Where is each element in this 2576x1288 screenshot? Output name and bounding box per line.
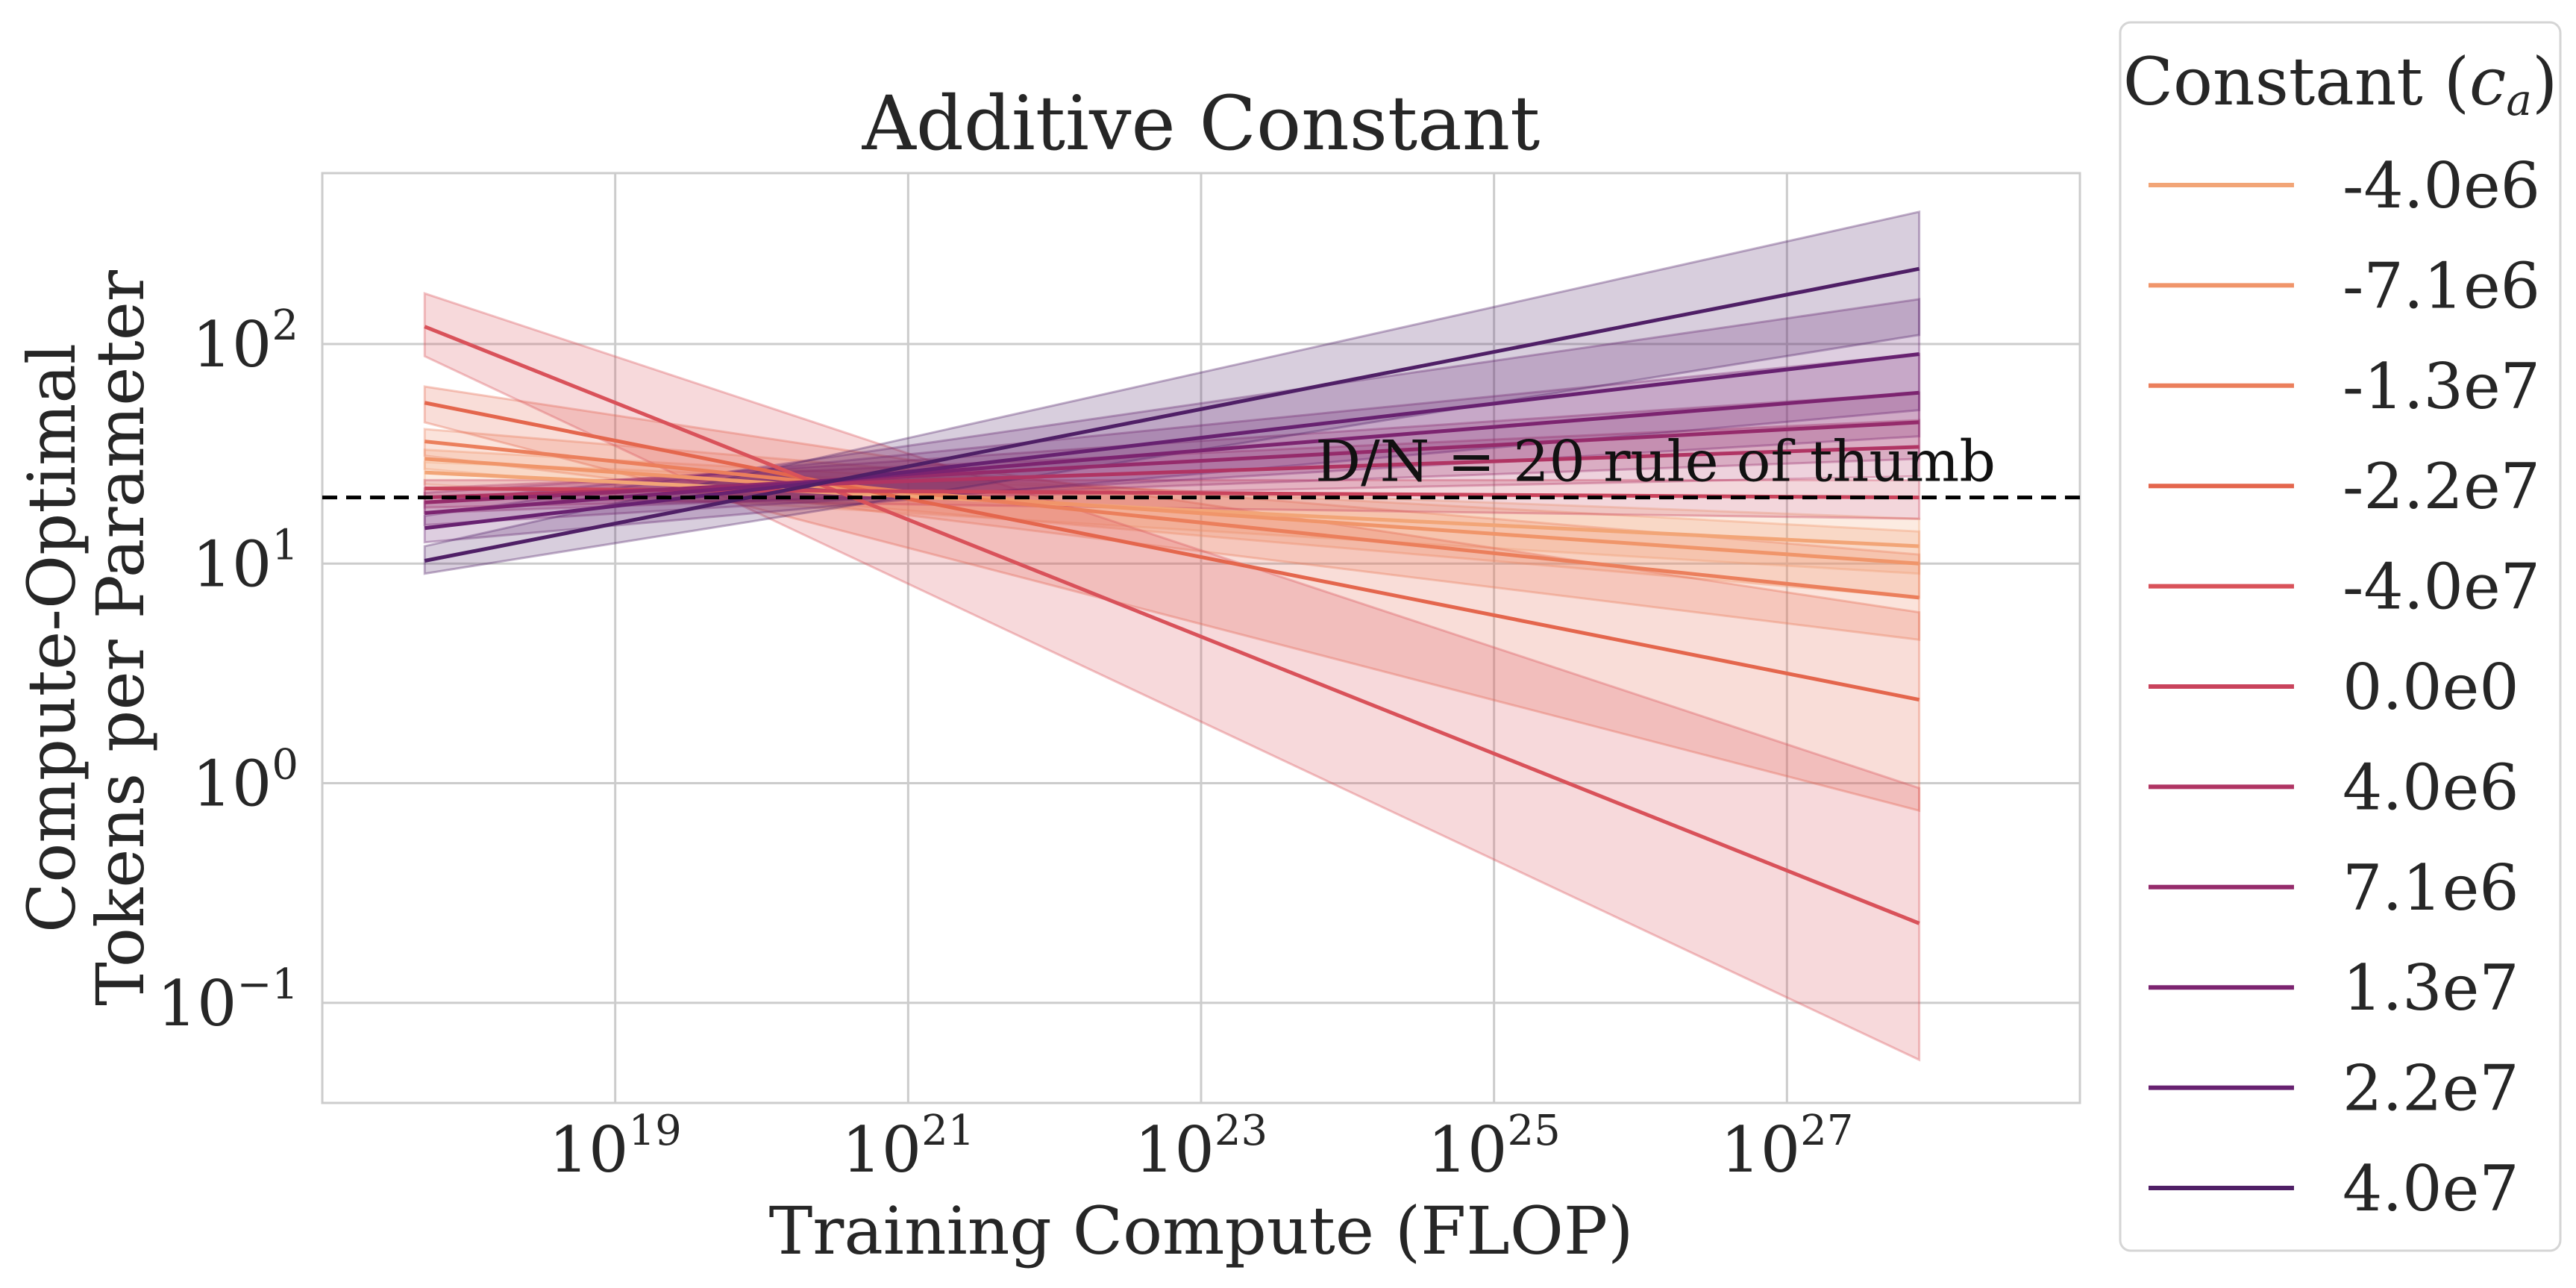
series-line--4.0e7 xyxy=(424,325,1920,925)
chart-title: Additive Constant xyxy=(862,80,1541,167)
y-tick-label-0: 10−1 xyxy=(157,960,298,1040)
legend-label-4.0e7: 4.0e7 xyxy=(2342,1152,2519,1225)
legend-label-1.3e7: 1.3e7 xyxy=(2342,951,2519,1025)
series-lines xyxy=(424,266,1920,925)
legend-title-var: c xyxy=(2469,43,2506,120)
y-tick-label-3: 102 xyxy=(192,301,298,381)
reference-annotation: D/N = 20 rule of thumb xyxy=(1315,428,1996,495)
legend-title-main: Constant ( xyxy=(2123,43,2469,120)
legend-label--1.3e7: -1.3e7 xyxy=(2342,350,2540,423)
series-line--4.0e6 xyxy=(424,470,1920,548)
legend-label-4.0e6: 4.0e6 xyxy=(2342,751,2519,824)
legend-title: Constant (ca) xyxy=(2123,43,2558,125)
series-line-1.3e7 xyxy=(424,390,1920,515)
series-line--7.1e6 xyxy=(424,457,1920,566)
series-line--2.2e7 xyxy=(424,401,1920,702)
x-axis-label: Training Compute (FLOP) xyxy=(769,1192,1634,1269)
legend-label--4.0e6: -4.0e6 xyxy=(2342,149,2540,222)
legend-label--2.2e7: -2.2e7 xyxy=(2342,450,2540,523)
legend-frame xyxy=(2119,21,2562,1252)
legend-label--4.0e7: -4.0e7 xyxy=(2342,551,2540,624)
legend-title-sub: a xyxy=(2506,75,2532,125)
y-axis-label-line-1: Compute-Optimal xyxy=(13,343,90,933)
x-tick-label-0: 1019 xyxy=(549,1107,682,1187)
y-tick-labels: 10−1 100 101 102 xyxy=(157,301,298,1040)
x-tick-label-2: 1023 xyxy=(1135,1107,1267,1187)
legend: Constant (ca) -4.0e6 -7.1e6 -1.3e7 -2.2e7 -4… xyxy=(2119,21,2562,1252)
x-tick-label-3: 1025 xyxy=(1428,1107,1561,1187)
series-line-2.2e7 xyxy=(424,351,1920,531)
legend-label-2.2e7: 2.2e7 xyxy=(2342,1052,2519,1125)
series-line--1.3e7 xyxy=(424,440,1920,600)
legend-label--7.1e6: -7.1e6 xyxy=(2342,249,2540,322)
y-tick-label-2: 101 xyxy=(192,521,298,601)
grid-lines xyxy=(322,173,2080,1103)
series-line-7.1e6 xyxy=(424,420,1920,504)
x-tick-label-1: 1021 xyxy=(842,1107,974,1187)
x-tick-labels: 1019 1021 1023 1025 1027 xyxy=(549,1107,1854,1187)
y-axis-label-line-2: Tokens per Parameter xyxy=(82,269,159,1006)
legend-label-0.0e0: 0.0e0 xyxy=(2342,651,2519,724)
legend-title-end: ) xyxy=(2532,43,2557,120)
legend-label-7.1e6: 7.1e6 xyxy=(2342,851,2519,925)
x-tick-label-4: 1027 xyxy=(1720,1107,1853,1187)
y-tick-label-1: 100 xyxy=(192,741,298,821)
series-line-4.0e7 xyxy=(424,266,1920,563)
